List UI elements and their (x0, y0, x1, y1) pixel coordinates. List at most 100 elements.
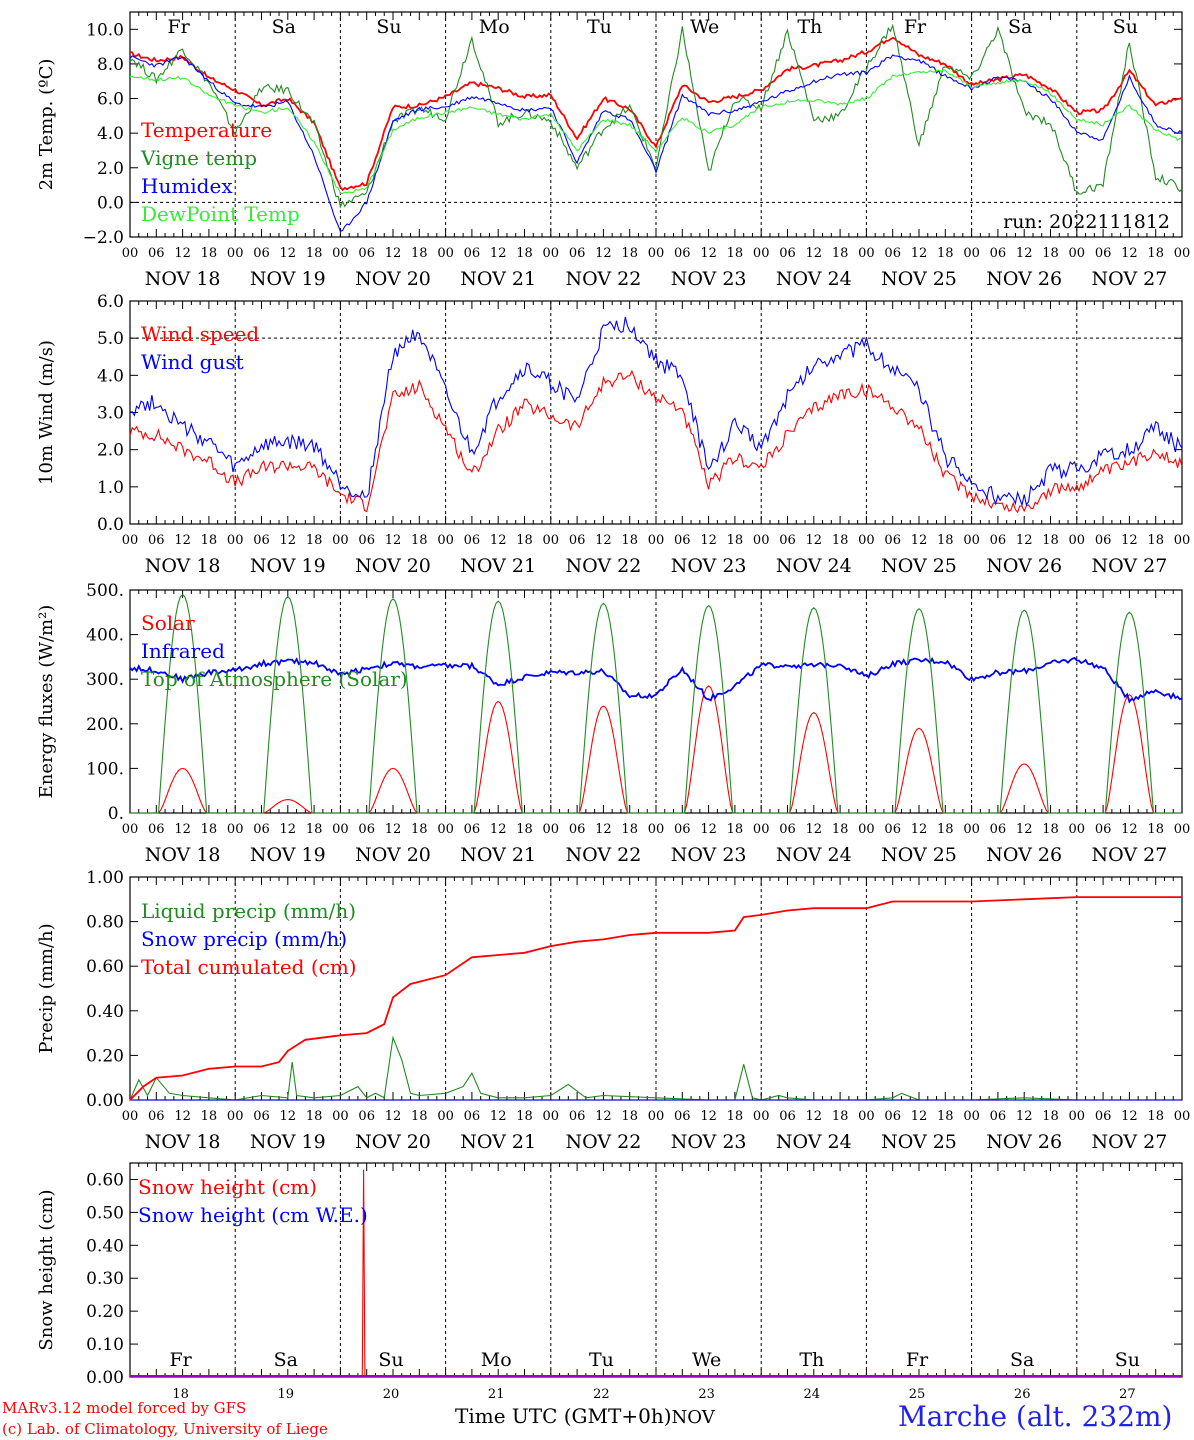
y-tick-label: 300. (86, 670, 124, 690)
hour-tick-label: 00 (858, 246, 875, 261)
hour-tick-label: 12 (595, 533, 612, 548)
weekday-label: Tu (587, 16, 612, 38)
y-tick-label: 0.80 (86, 913, 124, 933)
y-tick-label: 0.30 (86, 1269, 124, 1289)
weekday-label: Sa (274, 1349, 298, 1371)
hour-tick-label: 12 (595, 246, 612, 261)
hour-tick-label: 00 (1069, 1109, 1086, 1124)
date-tick-label: NOV 26 (986, 268, 1062, 290)
panel-2-frame (129, 300, 1183, 525)
y-tick-label: 4.0 (97, 124, 124, 144)
legend-entry: Snow height (cm W.E.) (138, 1203, 368, 1227)
hour-tick-label: 18 (201, 533, 218, 548)
hour-tick-label: 12 (911, 533, 928, 548)
hour-tick-label: 12 (1121, 246, 1138, 261)
day-number-label: 20 (383, 1387, 400, 1402)
hour-tick-label: 06 (1095, 822, 1112, 837)
hour-tick-label: 06 (674, 246, 691, 261)
hour-tick-label: 00 (648, 822, 665, 837)
date-tick-label: NOV 27 (1091, 844, 1167, 866)
hour-tick-label: 12 (490, 246, 507, 261)
weekday-label: Th (797, 16, 822, 38)
model-text: MARv3.12 model forced by GFS (2, 1399, 247, 1417)
hour-tick-label: 12 (700, 533, 717, 548)
hour-tick-label: 18 (1147, 1109, 1164, 1124)
hour-tick-label: 18 (621, 533, 638, 548)
hour-tick-label: 18 (411, 822, 428, 837)
weekday-label: Fr (906, 1349, 929, 1371)
hour-tick-label: 12 (385, 822, 402, 837)
hour-tick-label: 18 (937, 1109, 954, 1124)
hour-tick-label: 06 (779, 1109, 796, 1124)
hour-tick-label: 00 (963, 246, 980, 261)
y-tick-label: 200. (86, 715, 124, 735)
y-axis-label: 10m Wind (m/s) (36, 340, 57, 485)
x-axis-label: Time UTC (GMT+0h)NOV (455, 1404, 715, 1428)
hour-tick-label: 18 (1042, 822, 1059, 837)
date-tick-label: NOV 23 (671, 844, 747, 866)
series-line-top-of-atmosphere-solar- (130, 593, 1182, 814)
hour-tick-label: 18 (516, 246, 533, 261)
hour-tick-label: 12 (280, 1109, 297, 1124)
y-tick-label: 10.0 (86, 20, 124, 40)
hour-tick-label: 06 (884, 246, 901, 261)
hour-tick-label: 06 (884, 1109, 901, 1124)
hour-tick-label: 00 (437, 533, 454, 548)
hour-tick-label: 18 (201, 246, 218, 261)
y-tick-label: 3.0 (97, 404, 124, 424)
hour-tick-label: 06 (569, 533, 586, 548)
y-tick-label: 400. (86, 626, 124, 646)
hour-tick-label: 12 (490, 533, 507, 548)
hour-tick-label: 06 (1095, 1109, 1112, 1124)
hour-tick-label: 18 (832, 822, 849, 837)
hour-tick-label: 00 (1174, 1109, 1191, 1124)
date-tick-label: NOV 23 (671, 268, 747, 290)
hour-tick-label: 00 (227, 246, 244, 261)
legend-entry: Total cumulated (cm) (141, 955, 357, 979)
series-line-wind-speed (129, 369, 1183, 514)
hour-tick-label: 06 (464, 246, 481, 261)
day-number-label: 21 (488, 1387, 505, 1402)
hour-tick-label: 00 (332, 246, 349, 261)
hour-tick-label: 00 (963, 533, 980, 548)
hour-tick-label: 06 (990, 822, 1007, 837)
hour-tick-label: 12 (911, 822, 928, 837)
series-line-vigne-temp (129, 23, 1183, 209)
hour-tick-label: 06 (779, 822, 796, 837)
hour-tick-label: 12 (1016, 822, 1033, 837)
hour-tick-label: 06 (569, 246, 586, 261)
hour-tick-label: 06 (358, 822, 375, 837)
hour-tick-label: 12 (595, 1109, 612, 1124)
date-tick-label: NOV 20 (355, 844, 431, 866)
hour-tick-label: 00 (963, 1109, 980, 1124)
date-tick-label: NOV 21 (460, 555, 536, 577)
y-tick-label: −2.0 (83, 228, 124, 248)
hour-tick-label: 12 (1121, 1109, 1138, 1124)
hour-tick-label: 06 (148, 246, 165, 261)
weekday-label: Fr (904, 16, 927, 38)
hour-tick-label: 00 (753, 533, 770, 548)
date-tick-label: NOV 19 (250, 1131, 326, 1153)
day-number-label: 23 (698, 1387, 715, 1402)
date-tick-label: NOV 26 (986, 555, 1062, 577)
date-tick-label: NOV 20 (355, 555, 431, 577)
hour-tick-label: 18 (727, 822, 744, 837)
hour-tick-label: 18 (1147, 533, 1164, 548)
hour-tick-label: 18 (621, 1109, 638, 1124)
legend-entry: Solar (141, 611, 195, 635)
hour-tick-label: 06 (884, 533, 901, 548)
date-tick-label: NOV 25 (881, 1131, 957, 1153)
hour-tick-label: 18 (621, 246, 638, 261)
date-tick-label: NOV 25 (881, 844, 957, 866)
hour-tick-label: 12 (280, 533, 297, 548)
date-tick-label: NOV 21 (460, 1131, 536, 1153)
hour-tick-label: 06 (358, 1109, 375, 1124)
hour-tick-label: 00 (1174, 246, 1191, 261)
hour-tick-label: 12 (385, 246, 402, 261)
y-tick-label: 8.0 (97, 55, 124, 75)
hour-tick-label: 18 (306, 533, 323, 548)
date-tick-label: NOV 22 (565, 555, 641, 577)
date-tick-label: NOV 25 (881, 268, 957, 290)
hour-tick-label: 00 (1069, 822, 1086, 837)
